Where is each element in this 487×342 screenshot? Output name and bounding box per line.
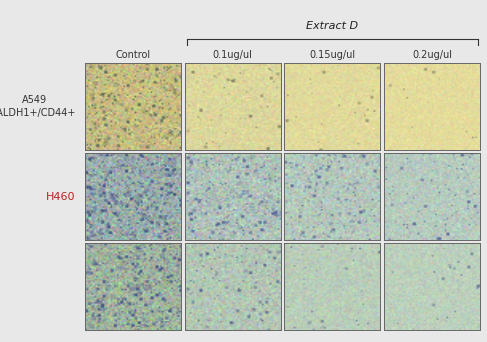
Text: 0.15ug/ul: 0.15ug/ul <box>309 50 356 60</box>
Text: H460: H460 <box>46 192 75 202</box>
Text: 0.1ug/ul: 0.1ug/ul <box>213 50 252 60</box>
Text: A549
/ALDH1+/CD44+: A549 /ALDH1+/CD44+ <box>0 95 75 118</box>
Text: Control: Control <box>115 50 150 60</box>
Text: 0.2ug/ul: 0.2ug/ul <box>412 50 452 60</box>
Text: Extract D: Extract D <box>306 21 358 31</box>
